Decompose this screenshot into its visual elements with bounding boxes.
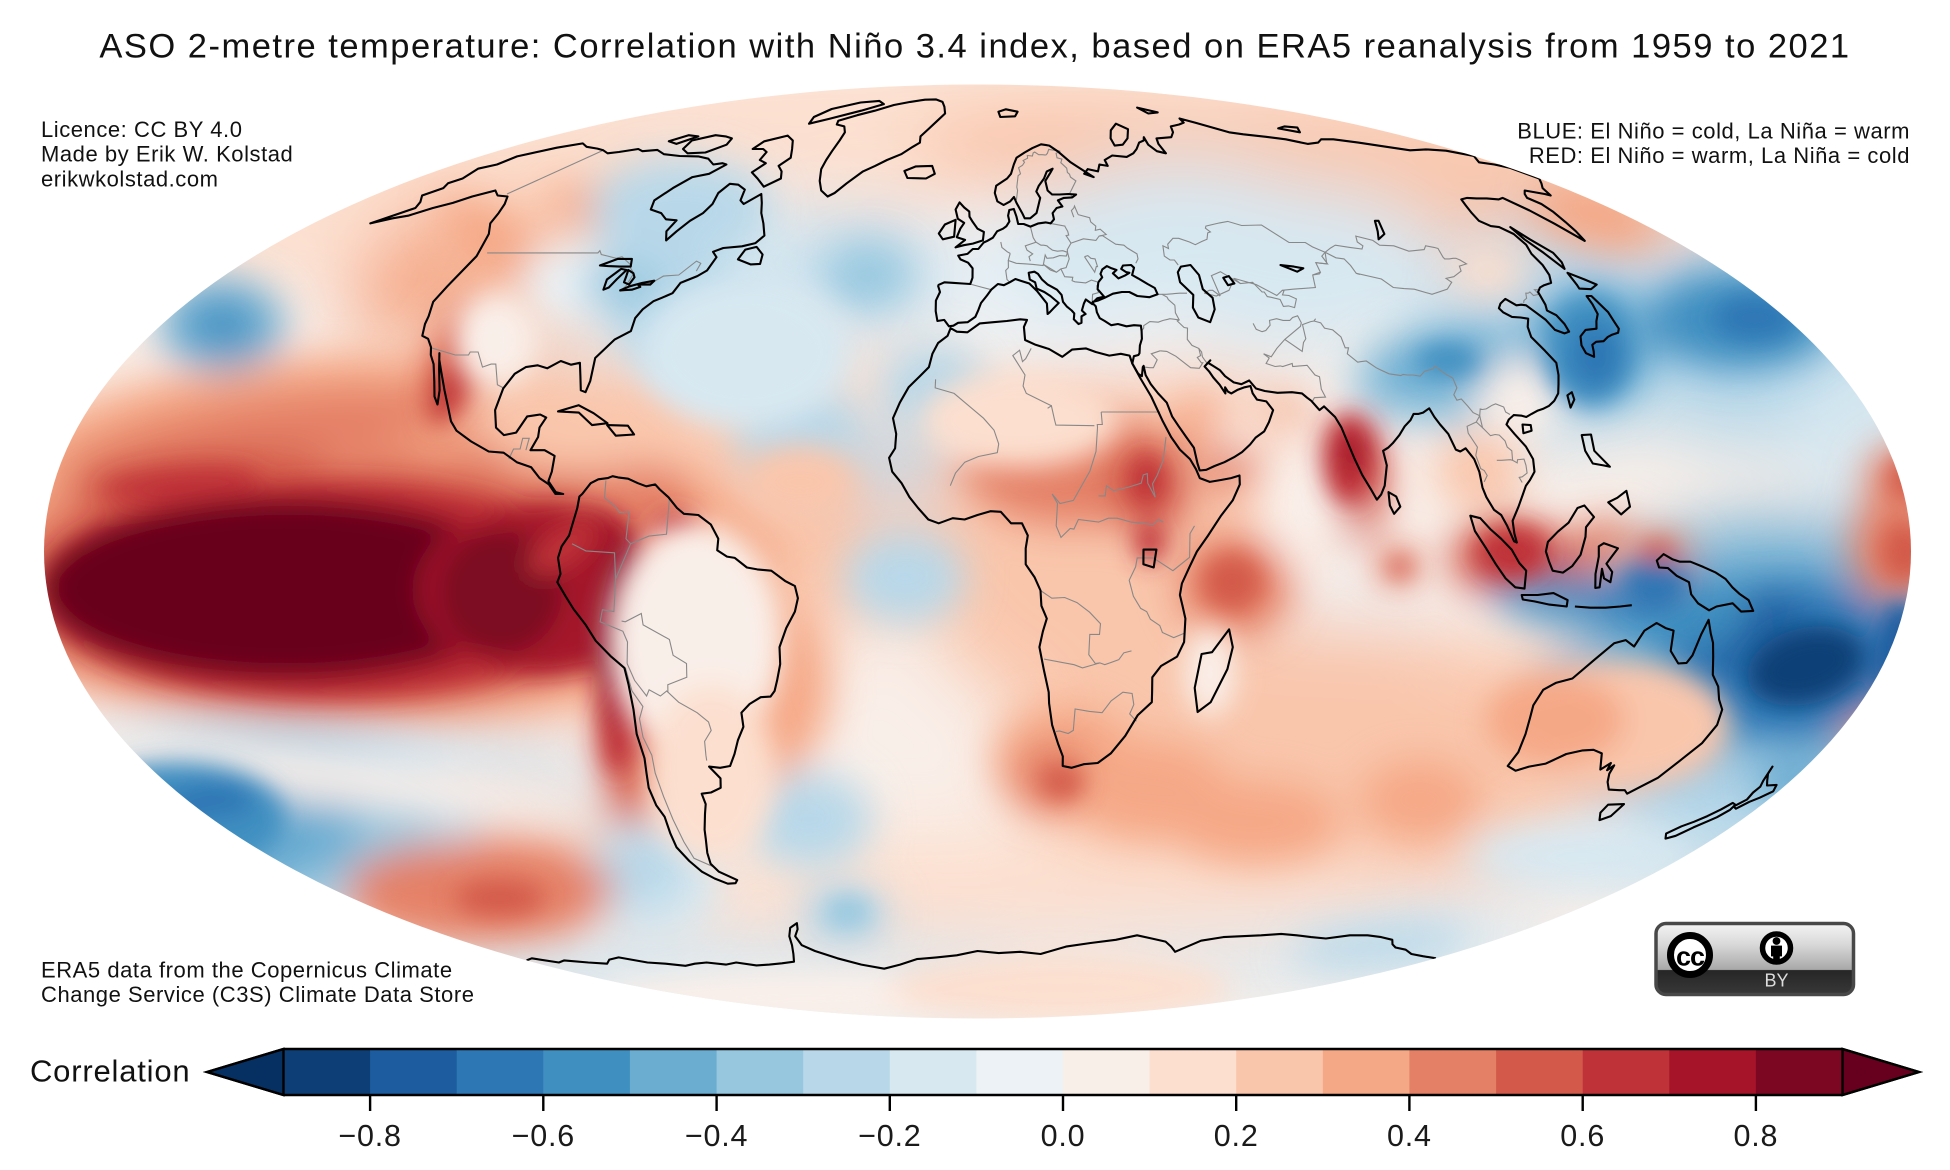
svg-text:ERA5 data from the Copernicus: ERA5 data from the Copernicus Climate (41, 958, 453, 983)
svg-text:−0.4: −0.4 (685, 1119, 748, 1153)
svg-text:−0.6: −0.6 (512, 1119, 575, 1153)
svg-text:0.4: 0.4 (1387, 1119, 1432, 1153)
svg-text:Licence: CC BY 4.0: Licence: CC BY 4.0 (41, 117, 243, 142)
svg-text:ASO 2-metre temperature: Corre: ASO 2-metre temperature: Correlation wit… (99, 28, 1850, 66)
svg-text:BY: BY (1764, 971, 1788, 991)
svg-text:0.6: 0.6 (1560, 1119, 1605, 1153)
svg-text:Change Service (C3S) Climate D: Change Service (C3S) Climate Data Store (41, 982, 475, 1007)
svg-text:RED: El Niño = warm, La Niña =: RED: El Niño = warm, La Niña = cold (1529, 143, 1910, 168)
svg-text:0.8: 0.8 (1733, 1119, 1778, 1153)
svg-text:erikwkolstad.com: erikwkolstad.com (41, 166, 219, 191)
svg-text:−0.8: −0.8 (338, 1119, 401, 1153)
svg-text:0.2: 0.2 (1214, 1119, 1259, 1153)
svg-text:BLUE: El Niño = cold, La Niña: BLUE: El Niño = cold, La Niña = warm (1517, 119, 1910, 144)
svg-text:cc: cc (1676, 942, 1705, 972)
svg-text:0.0: 0.0 (1041, 1119, 1086, 1153)
svg-text:−0.2: −0.2 (858, 1119, 921, 1153)
svg-text:Made by Erik W. Kolstad: Made by Erik W. Kolstad (41, 142, 293, 167)
svg-text:Correlation: Correlation (30, 1054, 190, 1089)
